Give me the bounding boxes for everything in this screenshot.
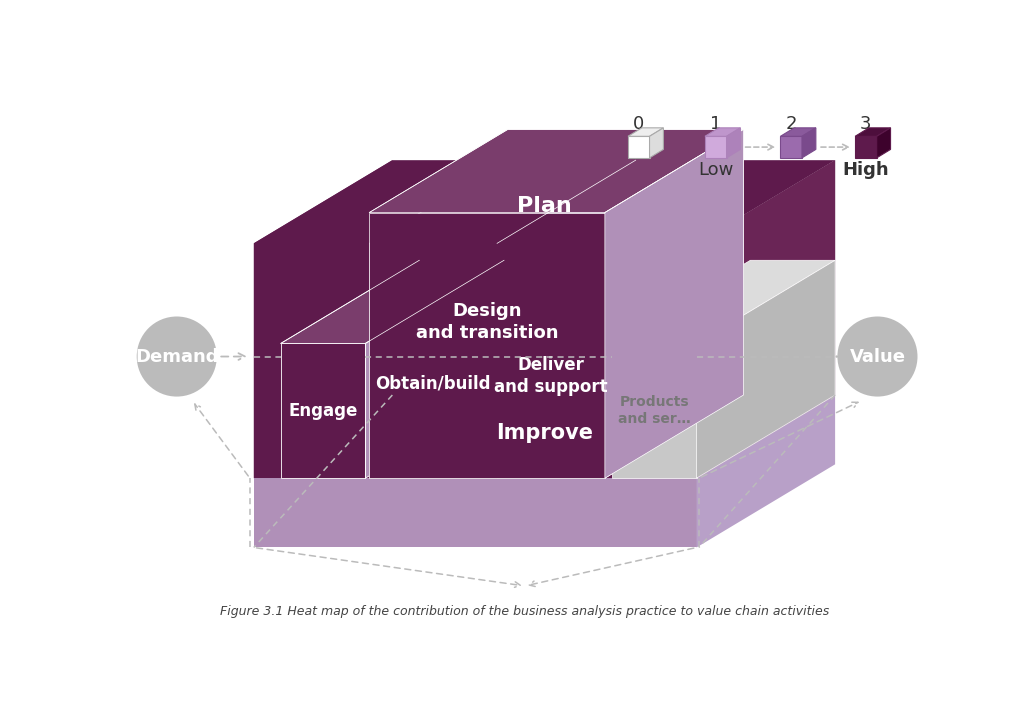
Text: Value: Value xyxy=(850,347,905,366)
Circle shape xyxy=(137,316,217,397)
Polygon shape xyxy=(877,128,891,158)
Polygon shape xyxy=(605,244,696,478)
Polygon shape xyxy=(649,128,664,158)
Text: Demand: Demand xyxy=(135,347,218,366)
Polygon shape xyxy=(727,128,740,158)
Polygon shape xyxy=(605,129,743,478)
Text: High: High xyxy=(843,161,889,179)
Polygon shape xyxy=(370,395,743,478)
Polygon shape xyxy=(605,160,743,478)
Text: Improve: Improve xyxy=(496,423,593,443)
Polygon shape xyxy=(370,213,605,478)
Polygon shape xyxy=(696,395,836,547)
Polygon shape xyxy=(370,160,636,244)
Polygon shape xyxy=(628,136,649,158)
Polygon shape xyxy=(370,244,497,478)
Polygon shape xyxy=(254,395,836,478)
Polygon shape xyxy=(628,128,664,136)
Polygon shape xyxy=(497,244,605,478)
Polygon shape xyxy=(497,160,743,244)
Polygon shape xyxy=(281,261,504,343)
Circle shape xyxy=(838,316,918,397)
Text: 3: 3 xyxy=(860,115,871,133)
Polygon shape xyxy=(802,128,816,158)
Polygon shape xyxy=(254,478,696,547)
Text: Low: Low xyxy=(698,161,733,179)
Text: Deliver
and support: Deliver and support xyxy=(495,356,608,396)
Polygon shape xyxy=(611,261,836,343)
Text: Engage: Engage xyxy=(289,402,357,420)
Polygon shape xyxy=(254,244,696,478)
Polygon shape xyxy=(696,160,836,478)
Polygon shape xyxy=(366,261,504,478)
Polygon shape xyxy=(696,261,836,478)
Text: Design
and transition: Design and transition xyxy=(416,302,558,342)
Polygon shape xyxy=(780,128,816,136)
Polygon shape xyxy=(855,128,891,136)
Polygon shape xyxy=(254,160,392,478)
Polygon shape xyxy=(705,136,727,158)
Polygon shape xyxy=(855,136,877,158)
Text: Products
and ser…: Products and ser… xyxy=(617,395,690,426)
Text: 1: 1 xyxy=(710,115,722,133)
Text: Figure 3.1 Heat map of the contribution of the business analysis practice to val: Figure 3.1 Heat map of the contribution … xyxy=(220,605,829,618)
Text: Obtain/build: Obtain/build xyxy=(376,375,490,393)
Polygon shape xyxy=(281,343,366,478)
Text: Plan: Plan xyxy=(517,196,571,215)
Polygon shape xyxy=(696,160,836,478)
Polygon shape xyxy=(254,160,836,244)
Text: 2: 2 xyxy=(785,115,797,133)
Polygon shape xyxy=(705,128,740,136)
Polygon shape xyxy=(611,343,696,478)
Polygon shape xyxy=(254,244,281,478)
Polygon shape xyxy=(370,129,743,213)
Text: 0: 0 xyxy=(633,115,644,133)
Polygon shape xyxy=(780,136,802,158)
